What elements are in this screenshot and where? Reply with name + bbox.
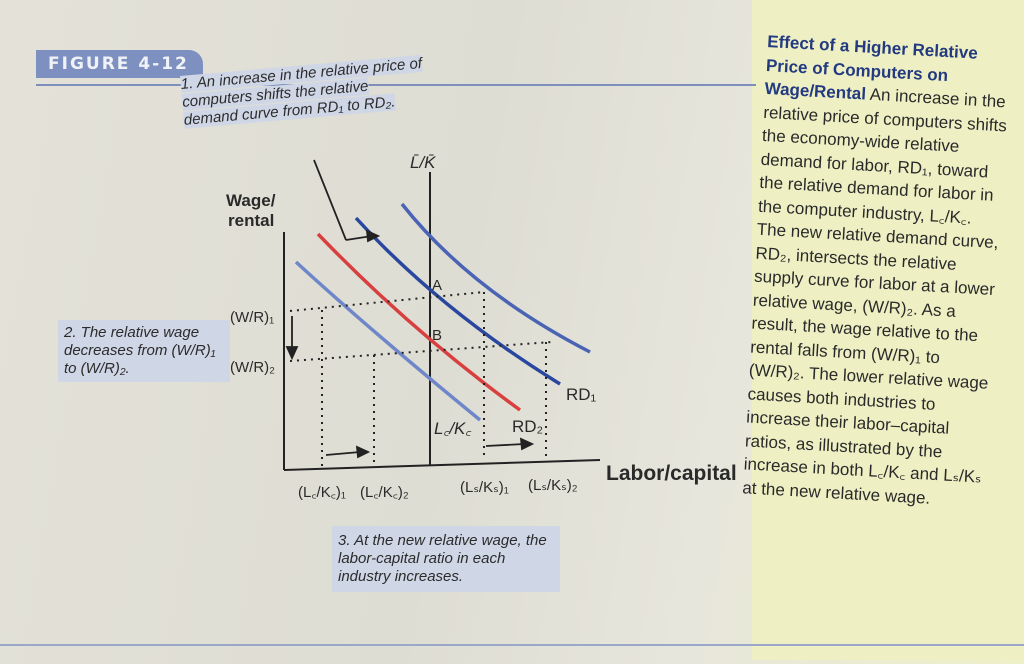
lc-kc-curve bbox=[294, 260, 482, 422]
y-axis-label-line1: Wage/ bbox=[226, 191, 276, 210]
rd1-curve bbox=[354, 216, 561, 386]
callout-ratio-increase: 3. At the new relative wage, the labor-c… bbox=[332, 526, 560, 592]
rd1-label: RD₁ bbox=[566, 385, 597, 404]
y-axis-label-line2: rental bbox=[228, 211, 274, 230]
tick-ls1: (Lₛ/Kₛ)₁ bbox=[460, 479, 509, 496]
point-a-label: A bbox=[432, 277, 442, 294]
tick-lc2: (L꜀/K꜀)₂ bbox=[360, 484, 409, 501]
rd2-curve bbox=[316, 232, 522, 412]
ls-ks-curve bbox=[400, 202, 591, 354]
guide-lines bbox=[289, 291, 553, 468]
rd2-label: RD₂ bbox=[512, 417, 543, 436]
figure-label: FIGURE 4-12 bbox=[36, 50, 203, 78]
figure-top-rule bbox=[36, 84, 756, 86]
wage1-label: (W/R)₁ bbox=[230, 309, 274, 326]
figure-caption: Effect of a Higher Relative Price of Com… bbox=[742, 30, 1013, 513]
x-axis-label: Labor/capital bbox=[606, 462, 737, 485]
point-b-label: B bbox=[432, 327, 442, 344]
tick-lc1: (L꜀/K꜀)₁ bbox=[298, 484, 346, 501]
x-axis bbox=[283, 459, 601, 471]
arrows bbox=[285, 159, 535, 459]
wage2-label: (W/R)₂ bbox=[230, 359, 275, 376]
callout-wage-decrease: 2. The relative wage decreases from (W/R… bbox=[58, 320, 230, 382]
tick-ls2: (Lₛ/Kₛ)₂ bbox=[528, 477, 578, 494]
endowment-label: L̄/K̄ bbox=[410, 153, 436, 172]
lc-kc-label: L꜀/K꜀ bbox=[434, 419, 471, 438]
caption-sidebar bbox=[752, 0, 1024, 660]
figure-bottom-rule bbox=[0, 644, 1024, 646]
caption-body: An increase in the relative price of com… bbox=[741, 84, 1008, 508]
